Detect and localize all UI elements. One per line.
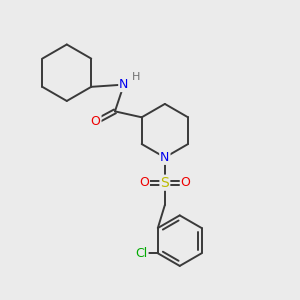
Text: N: N bbox=[119, 78, 128, 91]
Text: S: S bbox=[160, 176, 169, 190]
Text: O: O bbox=[91, 115, 100, 128]
Text: O: O bbox=[181, 176, 190, 189]
Text: H: H bbox=[132, 72, 140, 82]
Text: N: N bbox=[160, 151, 170, 164]
Text: O: O bbox=[139, 176, 149, 189]
Text: Cl: Cl bbox=[135, 247, 148, 260]
